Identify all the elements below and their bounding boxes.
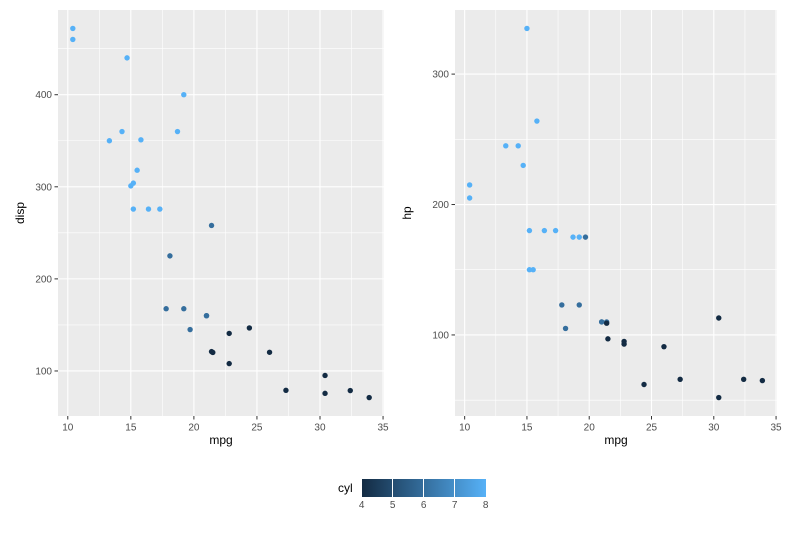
data-point (570, 234, 576, 240)
data-point (503, 143, 509, 149)
y-axis-title-hp: hp (400, 206, 414, 220)
data-point (677, 376, 683, 382)
data-point (181, 92, 187, 98)
data-point (716, 394, 722, 401)
colorbar-tick-label: 4 (358, 500, 365, 511)
x-tick-label: 30 (314, 423, 326, 434)
data-point (145, 206, 152, 212)
x-tick-label: 10 (62, 423, 74, 434)
legend-title: cyl (338, 481, 353, 495)
data-point (520, 162, 526, 169)
data-point (203, 313, 210, 319)
data-point (347, 387, 353, 394)
colorbar-tick-label: 8 (482, 500, 489, 511)
data-point (174, 128, 181, 135)
data-point (526, 267, 533, 273)
x-tick-label: 35 (771, 423, 783, 434)
data-point (759, 377, 766, 384)
scatter-panel-hp: 10 15 20 25 30 35 100 200 300 (432, 10, 783, 434)
x-tick-label: 20 (188, 423, 200, 434)
data-point (598, 319, 605, 325)
data-point (582, 234, 589, 240)
data-point (226, 360, 232, 367)
data-point (530, 267, 536, 273)
data-point (124, 55, 130, 61)
x-axis-title-hp-chart: mpg (604, 433, 628, 447)
chart-mpg-hp: 10 15 20 25 30 35 100 200 300 mpg hp (395, 0, 790, 455)
x-tick-label: 35 (377, 423, 389, 434)
data-point (576, 302, 582, 308)
y-tick-label: 400 (35, 90, 52, 101)
data-point (552, 227, 559, 234)
data-point (70, 36, 76, 43)
x-tick-label: 25 (646, 423, 658, 434)
y-tick-label: 300 (432, 70, 449, 81)
panel-background (58, 10, 384, 416)
data-point (716, 315, 722, 321)
data-point (366, 394, 372, 401)
y-tick-label: 200 (35, 274, 52, 285)
data-point (466, 182, 473, 188)
x-axis-title-disp-chart: mpg (209, 433, 233, 447)
data-point (605, 336, 611, 342)
x-tick-label: 25 (251, 423, 263, 434)
colorbar-tick-mark (423, 479, 425, 497)
panel-background (455, 10, 777, 416)
y-tick-label: 200 (432, 200, 449, 211)
data-point (266, 349, 273, 355)
data-point (138, 137, 144, 143)
scatter-panel-disp: 10 15 20 25 30 35 100 200 300 400 (35, 10, 389, 434)
data-point (562, 325, 569, 332)
data-point (534, 118, 540, 124)
data-point (526, 227, 533, 234)
data-point (621, 338, 627, 345)
data-point (134, 167, 140, 173)
data-point (106, 138, 113, 144)
colorbar-legend: cyl 4 5 6 7 8 (338, 479, 489, 515)
x-tick-label: 10 (459, 423, 471, 434)
x-tick-label: 30 (708, 423, 720, 434)
data-point (576, 234, 582, 240)
data-point (163, 306, 169, 312)
data-point (246, 325, 253, 331)
data-point (130, 206, 137, 212)
colorbar: 4 5 6 7 8 (358, 479, 489, 515)
data-point (515, 143, 521, 149)
colorbar-tick-mark (392, 479, 394, 497)
y-axis-title-disp: disp (13, 201, 27, 225)
data-point (322, 372, 328, 379)
data-point (157, 206, 163, 212)
data-point (283, 387, 289, 394)
data-point (466, 195, 473, 201)
data-point (661, 343, 667, 350)
data-point (208, 348, 215, 355)
data-point (603, 320, 610, 326)
data-point (70, 25, 76, 32)
colorbar-tick-label: 6 (420, 500, 427, 511)
data-point (208, 222, 215, 229)
y-tick-label: 100 (432, 330, 449, 341)
x-tick-label: 15 (521, 423, 533, 434)
data-point (322, 390, 328, 397)
y-tick-label: 100 (35, 366, 52, 377)
colorbar-tick-label: 7 (451, 500, 458, 511)
data-point (524, 25, 530, 32)
x-tick-label: 15 (125, 423, 137, 434)
x-tick-label: 20 (584, 423, 596, 434)
data-point (181, 306, 187, 312)
colorbar-tick-mark (454, 479, 456, 497)
y-tick-label: 300 (35, 182, 52, 193)
data-point (541, 227, 548, 234)
colorbar-tick-label: 5 (389, 500, 396, 511)
data-point (128, 183, 134, 189)
data-point (226, 330, 232, 337)
data-point (641, 381, 647, 388)
data-point (119, 128, 125, 135)
data-point (740, 376, 747, 382)
data-point (559, 302, 565, 308)
data-point (187, 326, 193, 333)
data-point (167, 253, 173, 259)
chart-mpg-disp: 10 15 20 25 30 35 100 200 300 400 mpg disp (0, 0, 395, 455)
